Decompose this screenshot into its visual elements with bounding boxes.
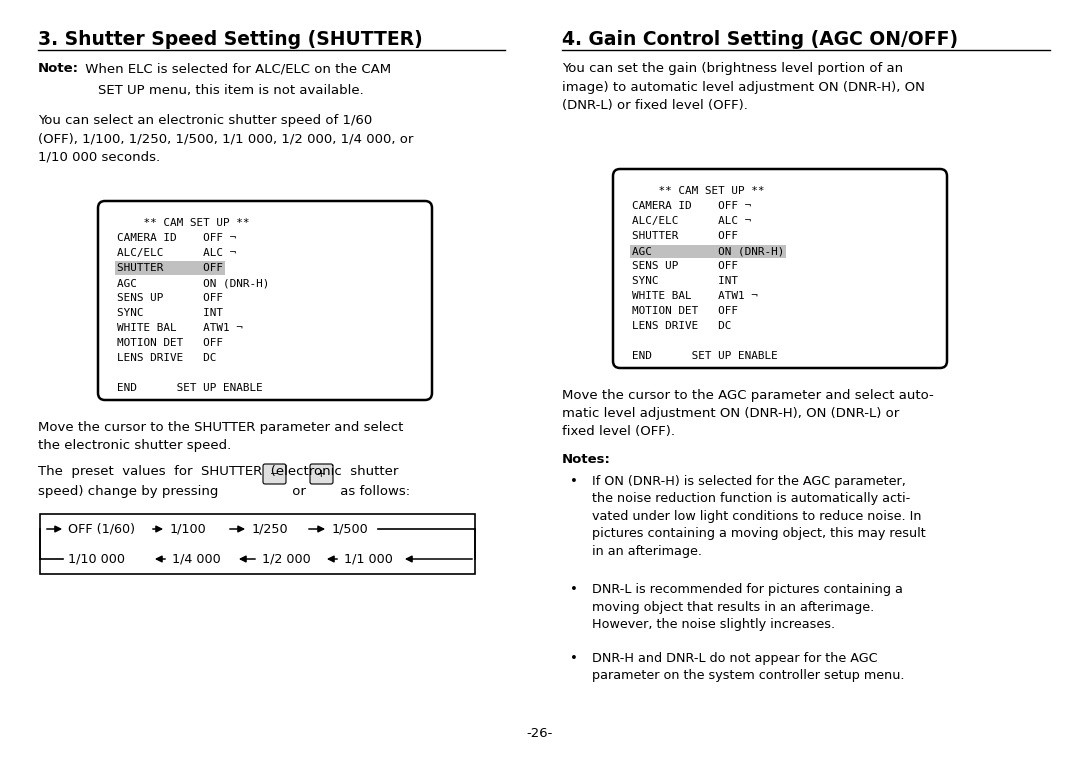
Text: +: + <box>318 469 326 479</box>
Text: DNR-H and DNR-L do not appear for the AGC
parameter on the system controller set: DNR-H and DNR-L do not appear for the AG… <box>592 652 905 682</box>
Text: Move the cursor to the SHUTTER parameter and select
the electronic shutter speed: Move the cursor to the SHUTTER parameter… <box>38 421 403 452</box>
Text: 1/100: 1/100 <box>170 522 206 535</box>
Text: SYNC         INT: SYNC INT <box>632 276 738 287</box>
Text: •: • <box>570 652 578 665</box>
Text: ** CAM SET UP **: ** CAM SET UP ** <box>632 186 765 196</box>
FancyBboxPatch shape <box>98 201 432 400</box>
Text: SHUTTER      OFF: SHUTTER OFF <box>632 231 738 241</box>
FancyBboxPatch shape <box>310 464 333 484</box>
Text: 1/1 000: 1/1 000 <box>345 553 393 565</box>
Text: ** CAM SET UP **: ** CAM SET UP ** <box>117 218 249 228</box>
Text: LENS DRIVE   DC: LENS DRIVE DC <box>632 321 731 331</box>
Text: 1/250: 1/250 <box>252 522 288 535</box>
Text: as follows:: as follows: <box>336 485 410 498</box>
Text: Note:: Note: <box>38 62 79 75</box>
Text: WHITE BAL    ATW1 ¬: WHITE BAL ATW1 ¬ <box>117 323 243 334</box>
Text: AGC          ON (DNR-H): AGC ON (DNR-H) <box>632 246 784 256</box>
Bar <box>40 514 475 574</box>
Text: When ELC is selected for ALC/ELC on the CAM: When ELC is selected for ALC/ELC on the … <box>81 62 391 75</box>
Text: WHITE BAL    ATW1 ¬: WHITE BAL ATW1 ¬ <box>632 291 758 301</box>
Text: AGC          ON (DNR-H): AGC ON (DNR-H) <box>117 278 269 288</box>
Text: 4. Gain Control Setting (AGC ON/OFF): 4. Gain Control Setting (AGC ON/OFF) <box>562 30 958 49</box>
Text: The  preset  values  for  SHUTTER  (electronic  shutter: The preset values for SHUTTER (electroni… <box>38 465 399 478</box>
Text: ALC/ELC      ALC ¬: ALC/ELC ALC ¬ <box>117 248 237 258</box>
Text: ALC/ELC      ALC ¬: ALC/ELC ALC ¬ <box>632 216 752 226</box>
Text: END      SET UP ENABLE: END SET UP ENABLE <box>632 352 778 362</box>
Text: DNR-L is recommended for pictures containing a
moving object that results in an : DNR-L is recommended for pictures contai… <box>592 583 903 631</box>
Text: 1/4 000: 1/4 000 <box>172 553 220 565</box>
FancyBboxPatch shape <box>613 169 947 368</box>
Text: SHUTTER      OFF: SHUTTER OFF <box>117 263 222 273</box>
Text: 1/10 000: 1/10 000 <box>68 553 125 565</box>
Text: or: or <box>288 485 310 498</box>
Text: SYNC         INT: SYNC INT <box>117 309 222 318</box>
Text: You can set the gain (brightness level portion of an
image) to automatic level a: You can set the gain (brightness level p… <box>562 62 924 112</box>
Text: -26-: -26- <box>527 727 553 740</box>
Text: If ON (DNR-H) is selected for the AGC parameter,
the noise reduction function is: If ON (DNR-H) is selected for the AGC pa… <box>592 475 926 558</box>
Text: 1/2 000: 1/2 000 <box>262 553 311 565</box>
Text: SET UP menu, this item is not available.: SET UP menu, this item is not available. <box>98 84 364 97</box>
Text: •: • <box>570 475 578 488</box>
Text: CAMERA ID    OFF ¬: CAMERA ID OFF ¬ <box>632 201 752 211</box>
Text: You can select an electronic shutter speed of 1/60
(OFF), 1/100, 1/250, 1/500, 1: You can select an electronic shutter spe… <box>38 114 414 164</box>
Text: Move the cursor to the AGC parameter and select auto-
matic level adjustment ON : Move the cursor to the AGC parameter and… <box>562 389 934 438</box>
Text: •: • <box>570 583 578 596</box>
Text: SENS UP      OFF: SENS UP OFF <box>117 293 222 303</box>
Text: speed) change by pressing: speed) change by pressing <box>38 485 218 498</box>
Text: OFF (1/60): OFF (1/60) <box>68 522 135 535</box>
Text: LENS DRIVE   DC: LENS DRIVE DC <box>117 353 216 363</box>
Text: 3. Shutter Speed Setting (SHUTTER): 3. Shutter Speed Setting (SHUTTER) <box>38 30 422 49</box>
Text: Notes:: Notes: <box>562 453 611 466</box>
Text: SENS UP      OFF: SENS UP OFF <box>632 262 738 271</box>
Text: MOTION DET   OFF: MOTION DET OFF <box>117 338 222 349</box>
Text: END      SET UP ENABLE: END SET UP ENABLE <box>117 384 262 393</box>
Text: −: − <box>270 469 279 479</box>
Text: 1/500: 1/500 <box>332 522 368 535</box>
FancyBboxPatch shape <box>264 464 286 484</box>
Text: CAMERA ID    OFF ¬: CAMERA ID OFF ¬ <box>117 233 237 243</box>
Text: MOTION DET   OFF: MOTION DET OFF <box>632 306 738 316</box>
